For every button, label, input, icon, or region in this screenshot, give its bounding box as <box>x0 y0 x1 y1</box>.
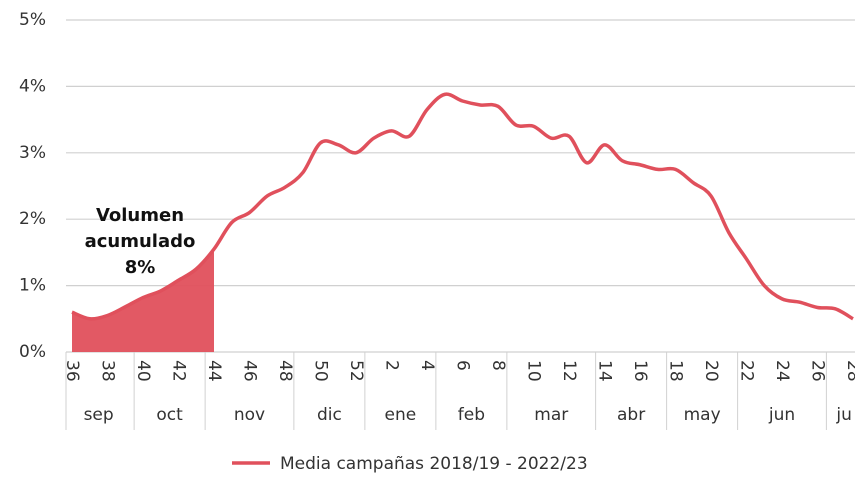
annotation: 8% <box>125 257 156 278</box>
x-tick-label: 6 <box>453 360 473 371</box>
x-tick-label: 42 <box>169 360 189 382</box>
annotation: Volumen <box>96 205 184 226</box>
x-tick-label: 26 <box>808 360 828 382</box>
x-tick-label: 2 <box>382 360 402 371</box>
legend-label: Media campañas 2018/19 - 2022/23 <box>280 454 588 474</box>
x-tick-label: 38 <box>98 360 118 382</box>
x-tick-label: 4 <box>417 360 437 371</box>
x-tick-label: 44 <box>204 360 224 382</box>
month-label: feb <box>458 405 485 425</box>
x-tick-label: 46 <box>240 360 260 382</box>
shaded-area <box>72 249 214 352</box>
x-tick-label: 14 <box>595 360 615 382</box>
x-tick-label: 16 <box>630 360 650 382</box>
month-label: ene <box>385 405 417 425</box>
x-tick-label: 40 <box>133 360 153 382</box>
y-tick-label: 1% <box>19 276 46 296</box>
month-label: mar <box>534 405 568 425</box>
x-tick-label: 18 <box>666 360 686 382</box>
x-tick-label: 24 <box>772 360 792 382</box>
x-tick-label: 50 <box>311 360 331 382</box>
month-label: may <box>684 405 721 425</box>
x-tick-label: 36 <box>62 360 82 382</box>
y-tick-label: 5% <box>19 10 46 30</box>
month-label: nov <box>234 405 265 425</box>
x-tick-label: 28 <box>843 360 855 382</box>
y-tick-label: 4% <box>19 76 46 96</box>
x-tick-label: 12 <box>559 360 579 382</box>
month-label: jun <box>768 405 795 425</box>
x-tick-label: 48 <box>275 360 295 382</box>
month-label: sep <box>84 405 114 425</box>
y-tick-label: 3% <box>19 143 46 163</box>
x-tick-label: 8 <box>488 360 508 371</box>
x-tick-label: 20 <box>701 360 721 382</box>
month-label: abr <box>617 405 645 425</box>
month-label: dic <box>317 405 342 425</box>
data-line <box>71 92 854 321</box>
annotation: acumulado <box>85 231 196 252</box>
month-label: ju <box>835 405 852 425</box>
month-label: oct <box>156 405 183 425</box>
x-tick-label: 10 <box>524 360 544 382</box>
x-tick-label: 22 <box>737 360 757 382</box>
y-tick-label: 2% <box>19 209 46 229</box>
y-tick-label: 0% <box>19 342 46 362</box>
x-tick-label: 52 <box>346 360 366 382</box>
